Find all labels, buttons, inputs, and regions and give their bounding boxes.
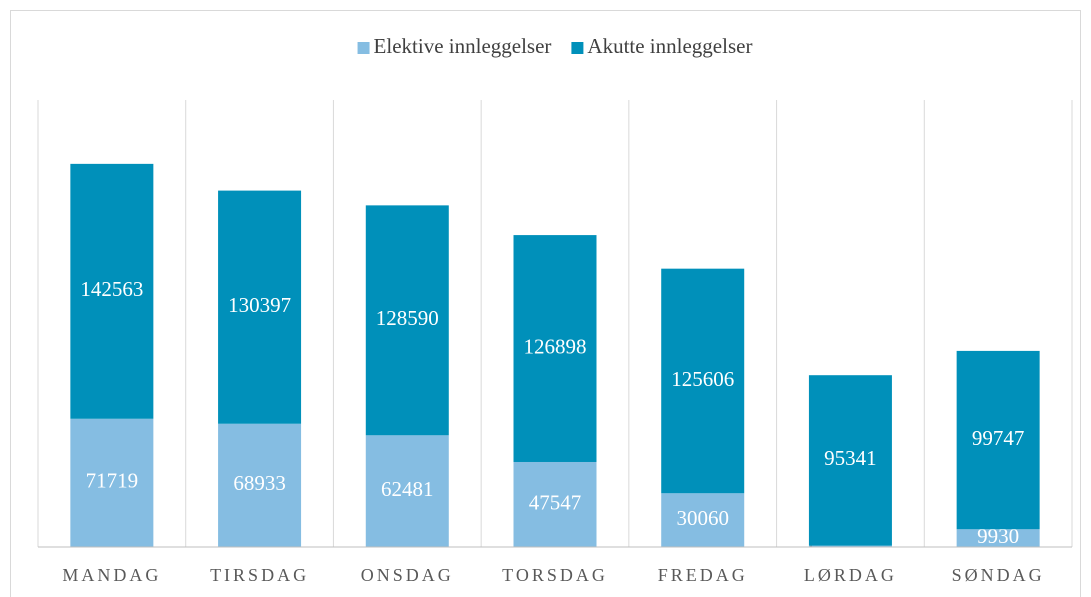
data-label: 126898 bbox=[524, 334, 587, 358]
bar-segment bbox=[513, 461, 597, 547]
x-tick-label: FREDAG bbox=[658, 565, 748, 585]
data-label: 128590 bbox=[376, 306, 439, 330]
bar-segment bbox=[513, 235, 597, 462]
bar-segment bbox=[661, 268, 745, 494]
legend-label: Akutte innleggelser bbox=[587, 34, 752, 58]
data-label: 71719 bbox=[86, 469, 139, 493]
data-label: 47547 bbox=[529, 490, 582, 514]
data-label: 99747 bbox=[972, 426, 1025, 450]
data-label: 30060 bbox=[676, 506, 729, 530]
bar-segment bbox=[70, 163, 154, 419]
data-label: 95341 bbox=[824, 446, 877, 470]
bar-segment bbox=[365, 435, 449, 547]
data-label: 142563 bbox=[80, 277, 143, 301]
bar-segment bbox=[956, 350, 1040, 530]
legend: Elektive innleggelser Akutte innleggelser bbox=[357, 34, 752, 58]
bar-segment bbox=[218, 190, 302, 424]
x-tick-label: SØNDAG bbox=[952, 565, 1045, 585]
bar-segment bbox=[70, 418, 154, 547]
bar-segment bbox=[956, 529, 1040, 547]
data-label: 130397 bbox=[228, 293, 291, 317]
bar-segment bbox=[218, 423, 302, 547]
x-tick-label: ONSDAG bbox=[361, 565, 454, 585]
legend-swatch bbox=[571, 42, 584, 54]
legend-swatch bbox=[357, 42, 370, 54]
bar-segment bbox=[365, 205, 449, 436]
x-tick-label: MANDAG bbox=[62, 565, 161, 585]
bar-segment bbox=[808, 545, 892, 547]
x-tick-label: TORSDAG bbox=[502, 565, 608, 585]
data-label: 62481 bbox=[381, 477, 434, 501]
bar-segment bbox=[808, 375, 892, 546]
legend-label: Elektive innleggelser bbox=[374, 34, 552, 58]
data-label: 68933 bbox=[233, 471, 286, 495]
data-label: 125606 bbox=[671, 367, 734, 391]
x-tick-label: TIRSDAG bbox=[210, 565, 309, 585]
x-tick-label: LØRDAG bbox=[804, 565, 897, 585]
bar-segment bbox=[661, 493, 745, 547]
